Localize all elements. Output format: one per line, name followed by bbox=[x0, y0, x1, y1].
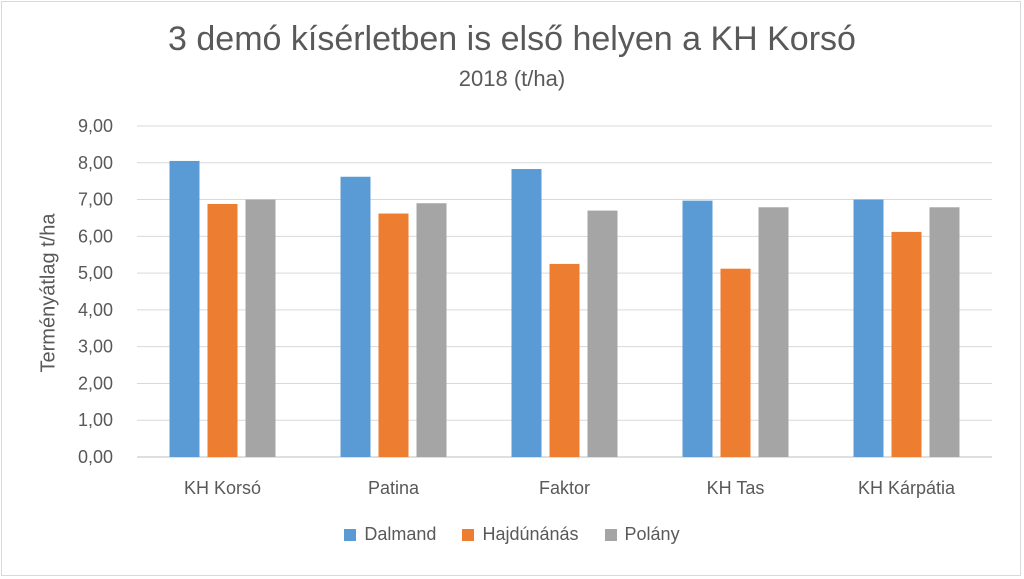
bar bbox=[511, 169, 542, 457]
y-tick-label: 8,00 bbox=[78, 153, 113, 173]
y-tick-label: 3,00 bbox=[78, 337, 113, 357]
y-tick-label: 5,00 bbox=[78, 263, 113, 283]
x-tick-label: KH Kárpátia bbox=[858, 478, 956, 498]
legend-swatch bbox=[344, 528, 357, 541]
legend-label: Dalmand bbox=[364, 524, 437, 544]
bar bbox=[720, 268, 751, 457]
chart-title: 3 demó kísérletben is első helyen a KH K… bbox=[168, 20, 856, 58]
bar bbox=[891, 231, 922, 457]
legend-label: Polány bbox=[624, 524, 680, 544]
y-tick-label: 7,00 bbox=[78, 190, 113, 210]
legend-swatch bbox=[462, 528, 475, 541]
bar bbox=[207, 203, 238, 457]
chart-subtitle: 2018 (t/ha) bbox=[458, 66, 566, 91]
bar bbox=[758, 207, 789, 457]
bar bbox=[929, 207, 960, 457]
x-tick-label: Faktor bbox=[539, 478, 590, 498]
bar bbox=[378, 213, 409, 457]
y-tick-label: 2,00 bbox=[78, 373, 113, 393]
bar bbox=[416, 203, 447, 457]
bar bbox=[682, 200, 713, 458]
legend-label: Hajdúnánás bbox=[482, 524, 579, 544]
bar bbox=[245, 199, 276, 458]
x-tick-label: KH Tas bbox=[707, 478, 765, 498]
y-tick-label: 6,00 bbox=[78, 226, 113, 246]
y-tick-label: 9,00 bbox=[78, 116, 113, 136]
bar bbox=[853, 199, 884, 458]
y-tick-label: 1,00 bbox=[78, 410, 113, 430]
bar bbox=[549, 263, 580, 457]
bar bbox=[587, 210, 618, 457]
legend-item-dalmand: Dalmand bbox=[344, 524, 436, 545]
legend-swatch bbox=[604, 528, 617, 541]
legend-item-polany: Polány bbox=[604, 524, 680, 545]
bar bbox=[169, 160, 200, 457]
x-tick-label: KH Korsó bbox=[184, 478, 261, 498]
bar bbox=[340, 176, 371, 457]
legend-item-hajdunanas: Hajdúnánás bbox=[462, 524, 579, 545]
y-tick-label: 4,00 bbox=[78, 300, 113, 320]
y-tick-label: 0,00 bbox=[78, 447, 113, 467]
x-tick-label: Patina bbox=[368, 478, 420, 498]
legend: Dalmand Hajdúnánás Polány bbox=[0, 524, 1024, 545]
